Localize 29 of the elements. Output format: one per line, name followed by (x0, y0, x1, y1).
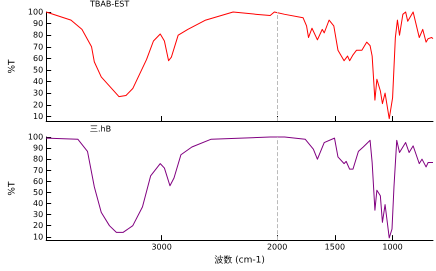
y-tick-label: 10 (32, 232, 44, 242)
y-tick-label: 20 (32, 221, 44, 230)
x-tick-label: 2000 (266, 242, 288, 252)
x-tick-label: 1000 (382, 242, 403, 252)
y-tick-label: 60 (32, 176, 44, 186)
text: TBAB-EST (89, 0, 130, 8)
y-tick-label: 30 (32, 210, 44, 220)
y-tick-label: 50 (32, 65, 44, 74)
y-tick-label: 70 (32, 166, 44, 175)
y-axis-title: %T (8, 58, 18, 74)
y-axis-title: %T (8, 181, 18, 196)
y-tick-label: 40 (32, 199, 44, 208)
text: 三.hB (90, 124, 112, 134)
y-tick-label: 80 (32, 30, 44, 40)
y-tick-label: 80 (32, 154, 44, 164)
y-tick-label: 20 (32, 100, 44, 110)
y-tick-label: 30 (32, 88, 44, 98)
x-tick-label: 1500 (324, 242, 346, 252)
y-tick-label: 40 (32, 77, 44, 86)
x-tick-label: 3000 (151, 242, 172, 252)
y-tick-label: 50 (32, 188, 44, 197)
y-tick-label: 10 (32, 112, 44, 121)
x-axis-title: 波数 (cm-1) (214, 254, 265, 266)
y-tick-label: 100 (28, 132, 44, 142)
y-tick-label: 90 (32, 19, 44, 28)
y-tick-label: 100 (28, 8, 44, 16)
y-tick-label: 90 (32, 144, 44, 153)
y-tick-label: 60 (32, 54, 44, 63)
y-tick-label: 70 (32, 42, 44, 52)
